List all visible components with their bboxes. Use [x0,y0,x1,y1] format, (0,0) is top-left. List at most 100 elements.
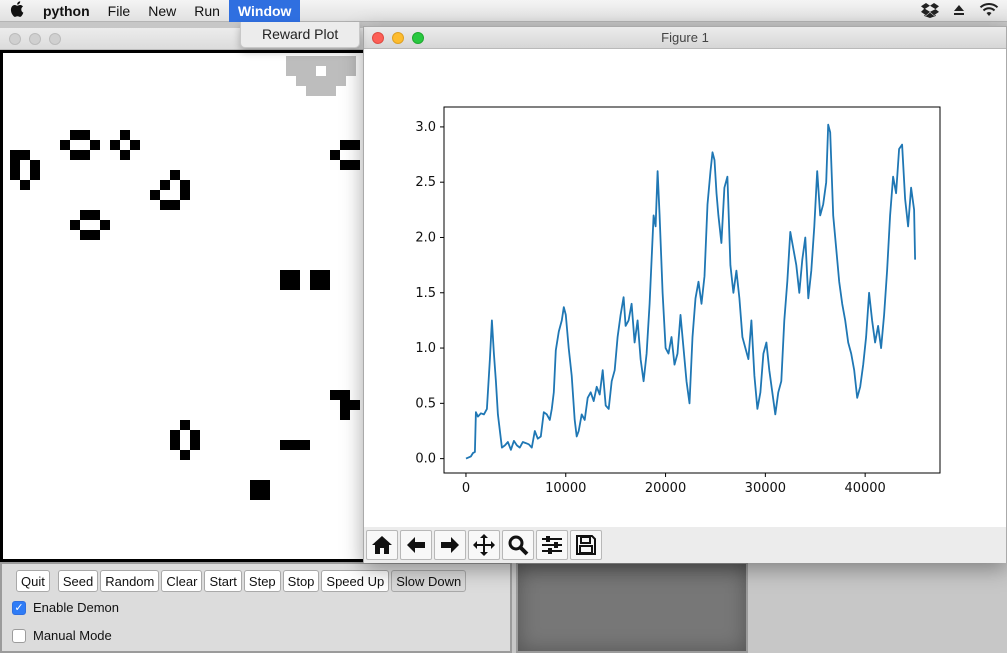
live-cell [10,170,20,180]
figure-title: Figure 1 [661,30,709,45]
live-cell [30,160,40,170]
live-cell [170,440,180,450]
menu-python[interactable]: python [43,2,90,19]
reward-plot: 0 10000 20000 30000 40000 0.0 0.5 1.0 1.5 2.0 2.5 3… [415,106,941,496]
life-grid-canvas[interactable] [0,50,372,570]
live-cell [190,430,200,440]
enable-demon-label: Enable Demon [33,600,119,615]
back-icon[interactable] [400,530,432,560]
menu-new[interactable]: New [148,2,177,19]
demon-sprite [286,56,356,96]
live-cell [20,150,30,160]
home-icon[interactable] [366,530,398,560]
live-cell [80,150,90,160]
y-tick-label: 0.5 [415,396,436,411]
live-cell [350,400,360,410]
live-cell [340,140,350,150]
forward-icon[interactable] [434,530,466,560]
wifi-icon[interactable] [979,2,999,20]
live-cell [320,270,330,280]
menu-item-reward-plot[interactable]: Reward Plot [262,26,339,42]
figure-titlebar: Figure 1 [364,27,1006,49]
live-cell [90,210,100,220]
random-button[interactable]: Random [100,570,160,592]
status-icons [921,0,999,22]
live-cell [180,420,190,430]
live-cell [340,390,350,400]
reward-series-line [465,123,916,460]
quit-button[interactable]: Quit [16,570,50,592]
live-cell [80,230,90,240]
live-cell [70,220,80,230]
y-tick-label: 0.0 [415,452,436,467]
live-cell [350,140,360,150]
minimize-button[interactable] [392,31,404,44]
live-cell [100,220,110,230]
manual-mode-checkbox[interactable]: Manual Mode [12,628,112,643]
live-cell [260,490,270,500]
menu-run[interactable]: Run [194,2,220,19]
live-cell [250,480,260,490]
enable-demon-checkbox[interactable]: ✓ Enable Demon [12,600,119,615]
seed-button[interactable]: Seed [57,570,99,592]
clear-button[interactable]: Clear [161,570,203,592]
configure-icon[interactable] [536,530,568,560]
dropbox-icon[interactable] [921,2,939,21]
pan-icon[interactable] [468,530,500,560]
live-cell [350,160,360,170]
figure-window: Figure 1 0 10000 20000 30000 40000 0.0 0.5 1.0 1… [363,26,1007,563]
start-button[interactable]: Start [204,570,242,592]
menu-window[interactable]: Window [228,0,301,22]
live-cell [310,280,320,290]
y-tick-label: 1.5 [415,286,436,301]
live-cell [300,440,310,450]
checkmark-icon: ✓ [12,600,26,615]
x-tick-label: 30000 [745,481,786,496]
x-tick-label: 20000 [645,481,686,496]
live-cell [70,130,80,140]
live-cell [30,170,40,180]
checkbox-empty-icon [12,628,26,643]
manual-mode-label: Manual Mode [33,628,112,643]
live-cell [80,130,90,140]
live-cell [130,140,140,150]
live-cell [90,140,100,150]
close-button[interactable] [372,31,384,44]
eject-icon[interactable] [953,3,965,19]
zoom-button[interactable] [412,31,424,44]
button-row: Quit Seed Random Clear Start Step Stop S… [16,570,467,592]
slow-down-button[interactable]: Slow Down [391,570,467,592]
minimize-button[interactable] [29,32,41,45]
menu-file[interactable]: File [107,2,131,19]
live-cell [260,480,270,490]
live-cell [180,180,190,190]
live-cell [250,490,260,500]
live-cell [310,270,320,280]
live-cell [290,270,300,280]
live-cell [340,400,350,410]
step-button[interactable]: Step [243,570,281,592]
y-tick-label: 2.0 [415,230,436,245]
stop-button[interactable]: Stop [282,570,320,592]
live-cell [120,130,130,140]
live-cell [90,230,100,240]
apple-icon[interactable] [0,0,34,21]
plot-toolbar [364,527,1006,563]
live-cell [170,170,180,180]
live-cell [160,180,170,190]
live-cell [70,150,80,160]
live-cell [180,450,190,460]
live-cell [330,150,340,160]
live-cell [170,200,180,210]
save-icon[interactable] [570,530,602,560]
live-cell [150,190,160,200]
live-cell [280,270,290,280]
live-cell [10,160,20,170]
zoom-icon[interactable] [502,530,534,560]
live-cell [20,180,30,190]
y-tick-label: 1.0 [415,341,436,356]
x-tick-label: 0 [462,481,470,496]
speed-up-button[interactable]: Speed Up [321,570,390,592]
zoom-button[interactable] [49,32,61,45]
close-button[interactable] [9,32,21,45]
